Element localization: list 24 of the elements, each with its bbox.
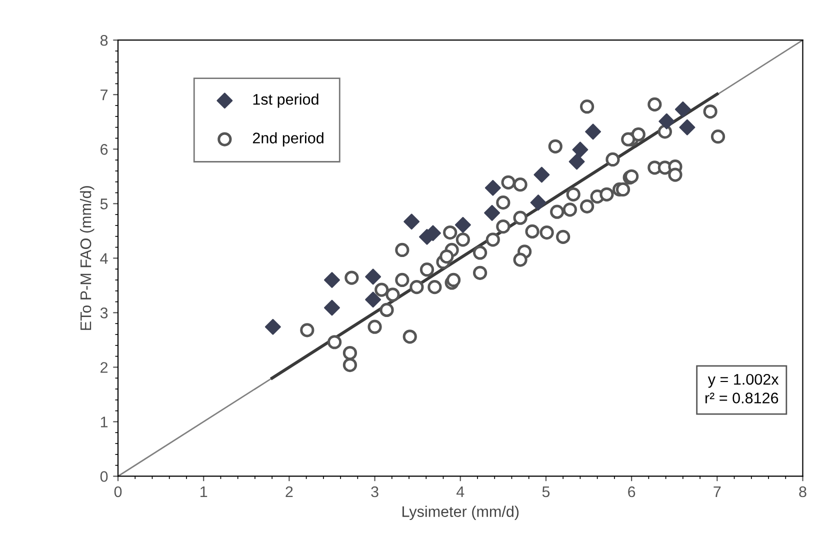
- x-tick-label: 7: [714, 486, 721, 498]
- y-tick-label: 6: [100, 144, 108, 155]
- x-tick-label: 2: [286, 486, 293, 498]
- annotation: y = 1.002x: [708, 374, 779, 388]
- x-tick-label: 4: [456, 486, 464, 498]
- y-tick-label: 5: [100, 198, 108, 210]
- y-tick-label: 0: [100, 471, 108, 482]
- x-axis-title: Lysimeter (mm/d): [402, 506, 519, 520]
- y-axis-title: ETo P-M FAO (mm/d): [80, 186, 94, 330]
- x-tick-label: 1: [200, 486, 208, 498]
- x-tick-label: 5: [542, 486, 550, 498]
- y-tick-label: 1: [100, 416, 108, 428]
- x-tick-label: 6: [628, 486, 636, 498]
- y-tick-label: 4: [100, 253, 108, 264]
- x-tick-label: 3: [371, 486, 378, 498]
- y-tick-label: 8: [100, 34, 108, 46]
- x-tick-label: 8: [799, 486, 806, 498]
- y-tick-label: 2: [100, 362, 108, 373]
- x-tick-label: 0: [114, 486, 122, 498]
- legend-label: 1st period: [253, 94, 318, 108]
- legend-label: 2nd period: [252, 132, 324, 146]
- y-tick-label: 7: [100, 90, 108, 100]
- annotation: r² = 0.8126: [705, 392, 778, 404]
- y-tick-label: 3: [100, 308, 108, 318]
